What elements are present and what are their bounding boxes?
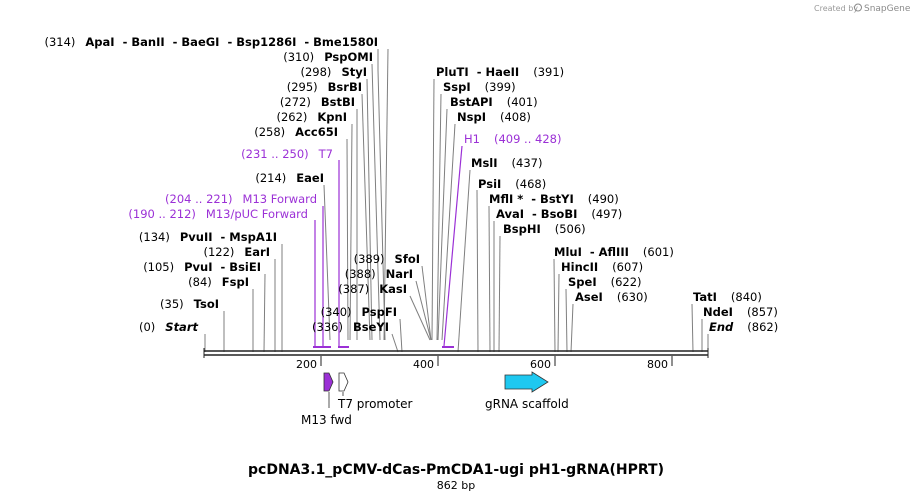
start-label: (0) Start — [139, 320, 199, 334]
end-name: End — [709, 320, 734, 334]
site-label[interactable]: MslI (437) — [471, 156, 542, 170]
primer-line-h1 — [443, 145, 463, 347]
site-label[interactable]: (122) EarI — [203, 245, 270, 259]
leader-line — [361, 93, 371, 341]
site-label[interactable]: (84) FspI — [188, 275, 249, 289]
feature-t7-promoter[interactable]: T7 promoter — [337, 372, 413, 411]
leader-line — [323, 184, 331, 341]
site-label[interactable]: BspHI (506) — [503, 222, 586, 236]
site-label[interactable]: (298) StyI — [301, 65, 368, 79]
ruler — [320, 356, 673, 366]
primer-label-m13-puc-forward[interactable]: (190 .. 212) M13/pUC Forward — [128, 207, 308, 221]
primer-leader-lines — [314, 145, 463, 347]
t7-promoter-label: T7 promoter — [337, 397, 413, 411]
site-label[interactable]: BstAPI (401) — [450, 95, 538, 109]
primer-label-t7[interactable]: (231 .. 250) T7 — [241, 147, 333, 161]
leader-line — [498, 235, 501, 353]
site-label[interactable]: (258) Acc65I — [254, 125, 338, 139]
site-label[interactable]: NdeI (857) — [703, 305, 778, 319]
primer-labels: (231 .. 250) T7 (204 .. 221) M13 Forward (… — [128, 132, 561, 221]
credit-prefix: Created by — [814, 4, 858, 13]
site-label[interactable]: (314) ApaI - BanII - BaeGI - Bsp1286I - B… — [44, 35, 378, 49]
credit-brand: SnapGene — [864, 4, 911, 14]
site-label[interactable]: TatI (840) — [693, 290, 762, 304]
map-length: 862 bp — [437, 479, 475, 492]
site-label[interactable]: AvaI - BsoBI (497) — [496, 207, 622, 221]
site-label[interactable]: (389) SfoI — [354, 252, 420, 266]
leader-line — [383, 48, 389, 341]
leader-line — [409, 295, 431, 341]
leader-line — [391, 333, 399, 353]
site-label[interactable]: NspI (408) — [457, 110, 531, 124]
site-label[interactable]: AseI (630) — [575, 290, 648, 304]
leader-line — [553, 258, 556, 353]
site-labels-middle: (389) SfoI (388) NarI (387) KasI (340) PspFI… — [312, 252, 420, 334]
site-label[interactable]: PsiI (468) — [478, 177, 546, 191]
site-labels-right: PluTI - HaeII (391) SspI (399) BstAPI (401)… — [436, 65, 778, 319]
feature-grna-scaffold[interactable]: gRNA scaffold — [485, 371, 569, 411]
site-label[interactable]: (387) KasI — [338, 282, 407, 296]
ruler-label: 800 — [647, 358, 668, 371]
leader-line — [263, 273, 266, 353]
primer-label-m13-forward[interactable]: (204 .. 221) M13 Forward — [165, 192, 317, 206]
m13-fwd-arrow-icon — [323, 372, 334, 392]
leader-line — [476, 189, 479, 353]
site-label[interactable]: (295) BsrBI — [287, 80, 362, 94]
leader-line — [488, 205, 491, 353]
site-label[interactable]: (262) KpnI — [276, 110, 347, 124]
site-label[interactable]: MflI * - BstYI (490) — [489, 192, 619, 206]
end-pos: (862) — [747, 320, 778, 334]
site-label[interactable]: SspI (399) — [443, 80, 516, 94]
site-label[interactable]: (214) EaeI — [255, 171, 324, 185]
site-label[interactable]: SpeI (622) — [568, 275, 642, 289]
leader-line — [377, 49, 386, 341]
leader-line — [437, 108, 448, 341]
site-label[interactable]: HincII (607) — [561, 260, 643, 274]
sequence-backbone — [203, 348, 709, 358]
ruler-label: 200 — [296, 358, 317, 371]
leader-line — [366, 78, 373, 341]
t7-promoter-arrow-icon — [338, 372, 349, 392]
leader-line — [691, 303, 694, 353]
site-label[interactable]: (272) BstBI — [280, 95, 355, 109]
site-label[interactable]: (35) TsoI — [160, 297, 219, 311]
leader-line — [415, 280, 432, 341]
leader-line — [436, 93, 442, 341]
leader-line — [441, 123, 456, 341]
site-label[interactable]: (310) PspOMI — [283, 50, 373, 64]
end-label: End (862) — [709, 320, 778, 334]
snapgene-logo-icon — [854, 3, 862, 12]
leader-line — [349, 123, 353, 341]
primer-label-h1[interactable]: H1 (409 .. 428) — [464, 132, 561, 146]
grna-scaffold-label: gRNA scaffold — [485, 397, 569, 411]
site-label[interactable]: PluTI - HaeII (391) — [436, 65, 564, 79]
site-label[interactable]: (105) PvuI - BsiEI — [143, 260, 261, 274]
site-label[interactable]: (336) BseYI — [312, 320, 389, 334]
ruler-label: 400 — [413, 358, 434, 371]
ruler-label: 600 — [530, 358, 551, 371]
m13-fwd-label: M13 fwd — [301, 413, 352, 427]
start-pos: (0) — [139, 320, 155, 334]
site-label[interactable]: (388) NarI — [345, 267, 413, 281]
start-name: Start — [165, 320, 198, 334]
leader-line — [346, 138, 349, 341]
leader-line — [570, 303, 574, 353]
leader-line — [421, 265, 432, 341]
site-label[interactable]: MluI - AflIII (601) — [554, 245, 674, 259]
leader-line — [457, 169, 471, 353]
leader-line — [399, 318, 403, 353]
site-label[interactable]: (134) PvuII - MspA1I — [139, 230, 277, 244]
map-title: pcDNA3.1_pCMV-dCas-PmCDA1-ugi pH1-gRNA(H… — [248, 462, 664, 478]
leader-line — [431, 78, 435, 341]
site-labels-left: (314) ApaI - BanII - BaeGI - Bsp1286I - B… — [44, 35, 378, 311]
leader-line — [565, 288, 568, 353]
grna-scaffold-arrow-icon — [504, 371, 549, 393]
site-leader-lines — [204, 48, 709, 353]
feature-m13-fwd[interactable]: M13 fwd — [301, 372, 352, 427]
site-label[interactable]: (340) PspFI — [321, 305, 397, 319]
leader-line — [371, 63, 381, 341]
leader-line — [557, 273, 560, 353]
